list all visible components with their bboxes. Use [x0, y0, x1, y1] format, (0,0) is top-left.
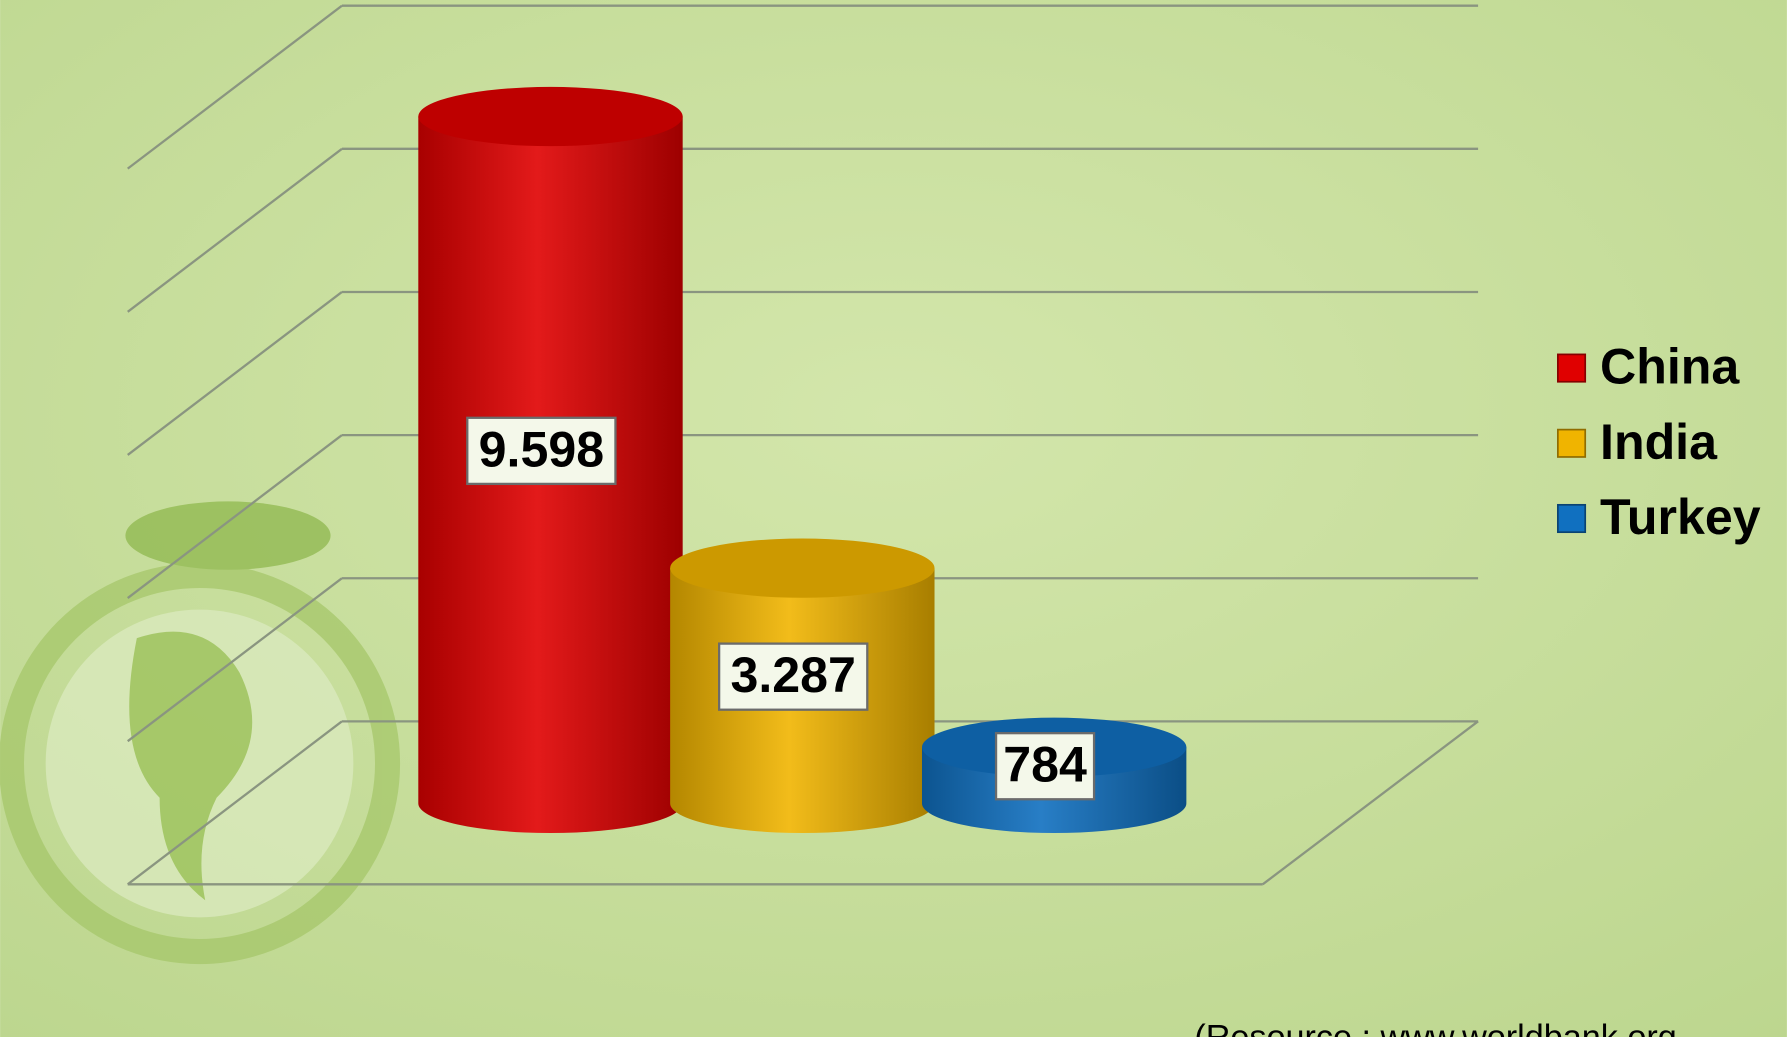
value-label: 784 [1003, 737, 1087, 793]
legend-label: China [1600, 339, 1740, 395]
value-label-box [718, 642, 869, 711]
legend-swatch [1557, 353, 1587, 383]
value-label: 3.287 [730, 647, 855, 703]
grid-line-side [127, 147, 343, 313]
grid-line-side [127, 577, 343, 743]
grid-line-side [127, 4, 343, 170]
legend-label: India [1600, 414, 1718, 470]
value-label-box [466, 416, 617, 486]
value-label: 9.598 [479, 421, 604, 477]
grid-line-side [127, 291, 343, 456]
legend-swatch [1557, 428, 1587, 458]
grid-line-side [127, 434, 343, 599]
grid-line-side [127, 720, 343, 886]
bar-top [418, 86, 683, 147]
legend-swatch [1557, 503, 1587, 534]
value-label-box [994, 732, 1096, 801]
source: (Resource : www.worldbank.org [1194, 1018, 1676, 1037]
floor-edge [1262, 720, 1479, 886]
bar-top [670, 538, 935, 598]
legend-label: Turkey [1600, 489, 1761, 545]
globe-decoration [0, 501, 401, 965]
